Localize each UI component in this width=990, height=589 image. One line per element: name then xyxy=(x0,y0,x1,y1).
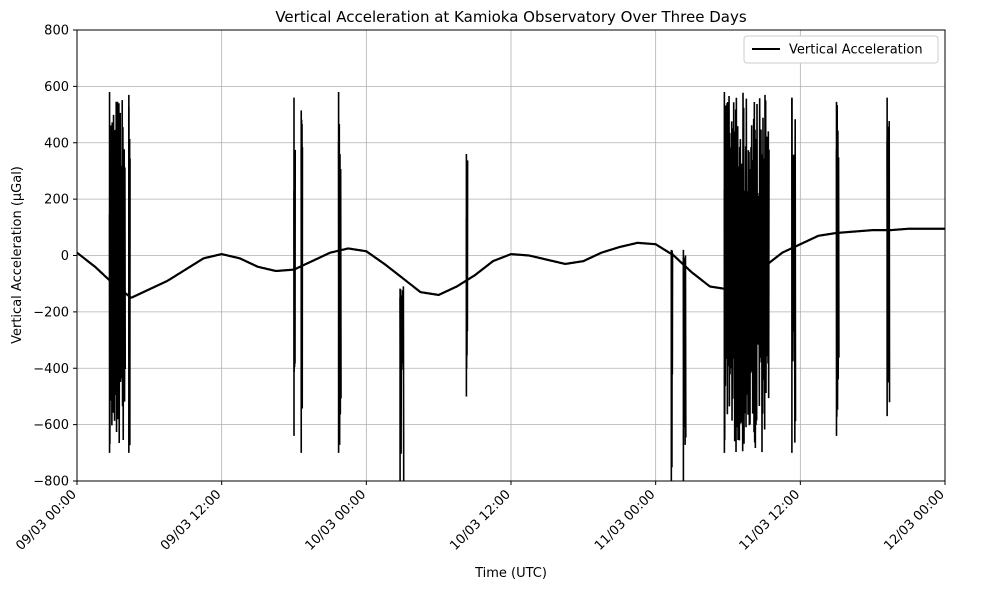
legend-box xyxy=(743,35,939,64)
y-tick-label: 400 xyxy=(44,136,69,151)
y-axis-label: Vertical Acceleration (μGal) xyxy=(10,166,25,344)
y-tick-label: −600 xyxy=(33,418,69,433)
y-tick-label: 0 xyxy=(61,249,69,264)
chart-title: Vertical Acceleration at Kamioka Observa… xyxy=(275,8,747,26)
y-axis: −800 −600 −400 −200 0 200 400 600 800 xyxy=(33,24,77,490)
y-tick-label: 600 xyxy=(44,80,69,95)
series-vertical-acceleration xyxy=(77,92,945,481)
y-tick-label: 800 xyxy=(44,24,69,39)
x-axis-label: Time (UTC) xyxy=(474,566,547,581)
data-series xyxy=(77,92,945,481)
y-tick-label: −400 xyxy=(33,362,69,377)
series-line-baseline xyxy=(77,227,945,299)
legend-label-vertical-acceleration: Vertical Acceleration xyxy=(789,43,923,58)
legend: Vertical Acceleration xyxy=(743,35,939,64)
series-burst xyxy=(108,100,127,444)
y-tick-label: 200 xyxy=(44,193,69,208)
y-tick-label: −800 xyxy=(33,475,69,490)
series-burst xyxy=(723,92,770,453)
y-tick-label: −200 xyxy=(33,305,69,320)
